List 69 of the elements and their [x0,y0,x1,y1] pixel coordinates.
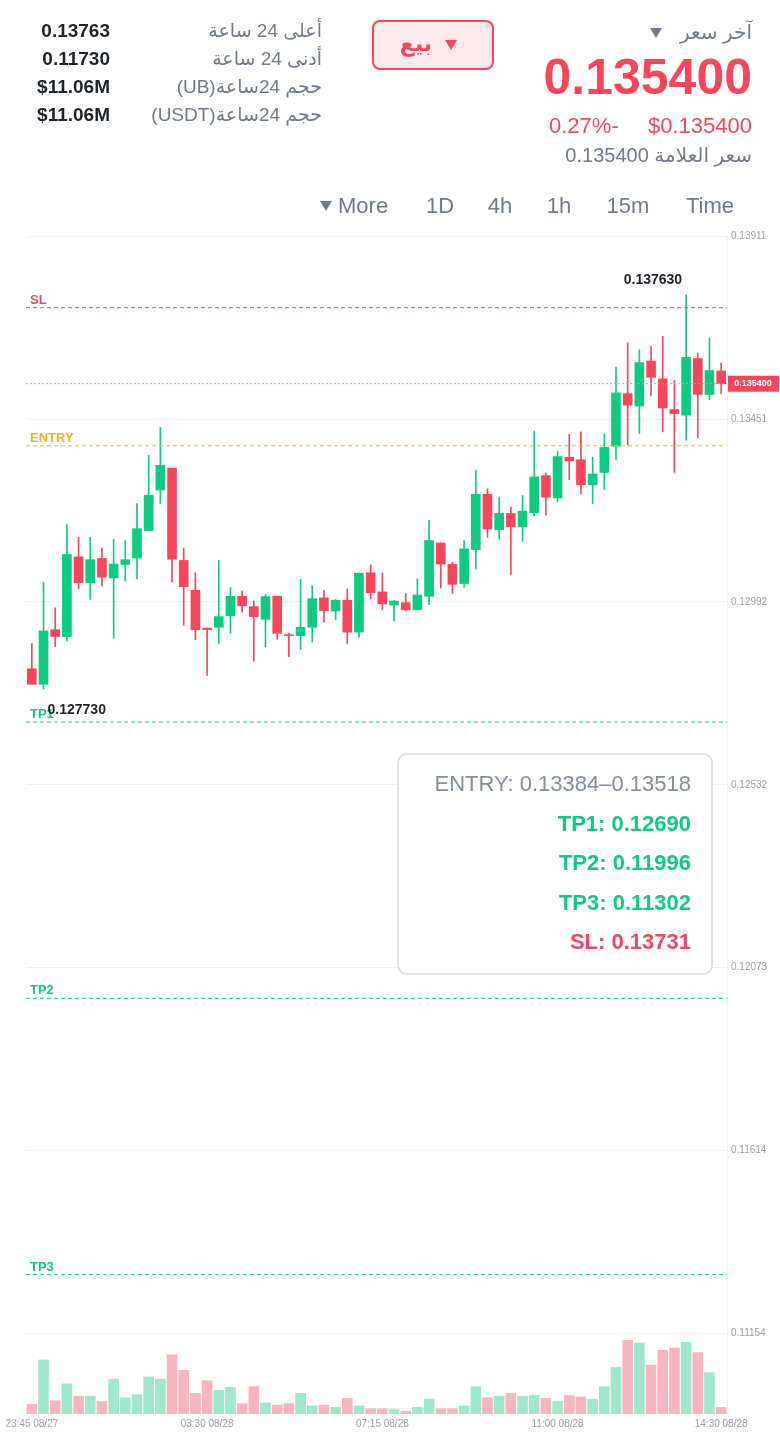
y-tick-label: 0.12073 [731,961,768,973]
bar [482,1397,493,1414]
bar [622,1340,634,1414]
ref-line-label: SL [30,291,47,307]
candlestick [120,540,131,582]
y-tick-label: 0.12532 [731,778,768,790]
ref-line-label: 0.135400 [734,378,772,389]
y-tick-label: 0.11614 [731,1144,767,1156]
bar [400,1410,412,1414]
bar [260,1402,271,1414]
bar [680,1341,692,1414]
x-tick-label: 14:30 08/28 [694,1417,749,1429]
bar [692,1352,704,1414]
bar [388,1409,400,1414]
bar [38,1359,49,1414]
text: 0.27%- [549,113,619,138]
text: More [338,193,389,218]
text: $11.06M [37,76,110,97]
bar [505,1392,517,1414]
bar [552,1401,563,1414]
text: بيع [399,31,433,56]
y-tick-label: 0.13911 [731,229,767,241]
bar [634,1342,645,1414]
ref-line-label: ENTRY [30,429,74,445]
text: سعر العلامة 0.135400 [565,144,752,166]
bar [330,1407,341,1414]
bar [715,1407,727,1414]
bar [84,1395,96,1414]
text: 1h [546,193,572,218]
text: حجم 24ساعة(UB) [176,76,322,97]
annotation: ENTRY: 0.13384–0.13518 [434,771,691,796]
text: $0.135400 [648,113,752,138]
y-tick-label: 0.13451 [731,412,768,424]
text: 0.13763 [41,20,110,41]
bar [493,1395,505,1414]
annotation: TP1: 0.12690 [557,810,691,836]
bar [73,1395,84,1414]
x-tick-label: 07:15 08/28 [355,1417,410,1429]
x-tick-label: 23:45 08/27 [5,1417,59,1429]
text: حجم 24ساعة(USDT) [151,104,322,125]
candlestick [284,632,294,658]
x-tick-label: 03:30 08/28 [180,1417,234,1429]
annotation: TP2: 0.11996 [558,850,691,875]
y-tick-label: 0.12992 [731,595,768,607]
ref-line-label: TP3 [30,1258,54,1274]
text: آخر سعر [680,21,752,43]
text: 4h [487,193,513,218]
x-tick-label: 11:00 08/28 [531,1417,585,1429]
text: أعلى 24 ساعة [208,20,322,41]
bar [318,1404,330,1414]
ref-line-label: TP2 [30,982,54,998]
text: 0.11730 [42,48,110,69]
bar [540,1398,552,1414]
bar [704,1372,715,1414]
text: $11.06M [37,104,110,125]
bar [26,1404,38,1414]
text: 0.135400 [543,49,752,105]
annotation: SL: 0.13731 [569,929,691,954]
text: Time [685,193,735,218]
bar [341,1398,353,1414]
y-tick-label: 0.11154 [731,1327,767,1339]
text: 1D [425,193,455,218]
bar [96,1401,108,1414]
annotation: TP3: 0.11302 [558,889,691,915]
text: أدنى 24 ساعة [212,48,322,69]
bar [61,1383,73,1414]
bar [49,1400,61,1414]
annotation: 0.137630 [623,270,683,287]
text: 15m [606,193,650,218]
